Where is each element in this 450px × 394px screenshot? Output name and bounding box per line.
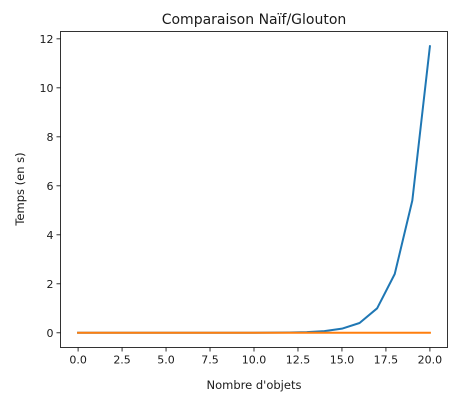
x-tick-label: 2.5	[113, 354, 131, 367]
x-axis-ticks: 0.0 2.5 5.0 7.5 10.0 12.5 15.0 17.5 20.0	[69, 347, 443, 367]
x-tick-label: 12.5	[286, 354, 311, 367]
x-tick-label: 10.0	[242, 354, 267, 367]
x-tick-label: 15.0	[330, 354, 355, 367]
chart-title: Comparaison Naïf/Glouton	[162, 12, 347, 28]
y-tick-label: 0	[47, 327, 54, 340]
x-axis-label: Nombre d'objets	[207, 378, 302, 392]
x-tick-label: 0.0	[69, 354, 87, 367]
y-tick-label: 10	[40, 82, 54, 95]
x-tick-label: 20.0	[418, 354, 443, 367]
x-tick-label: 5.0	[157, 354, 175, 367]
y-axis-label: Temps (en s)	[13, 152, 27, 226]
y-tick-label: 2	[47, 278, 54, 291]
y-tick-label: 4	[47, 229, 54, 242]
y-tick-label: 8	[47, 131, 54, 144]
y-tick-label: 6	[47, 180, 54, 193]
plot-area-frame	[60, 31, 448, 348]
y-axis-ticks: 0 2 4 6 8 10 12	[40, 33, 61, 340]
y-tick-label: 12	[40, 33, 54, 46]
series-line-1	[77, 45, 432, 334]
x-tick-label: 17.5	[374, 354, 399, 367]
x-tick-label: 7.5	[201, 354, 219, 367]
series-lines	[77, 45, 432, 334]
